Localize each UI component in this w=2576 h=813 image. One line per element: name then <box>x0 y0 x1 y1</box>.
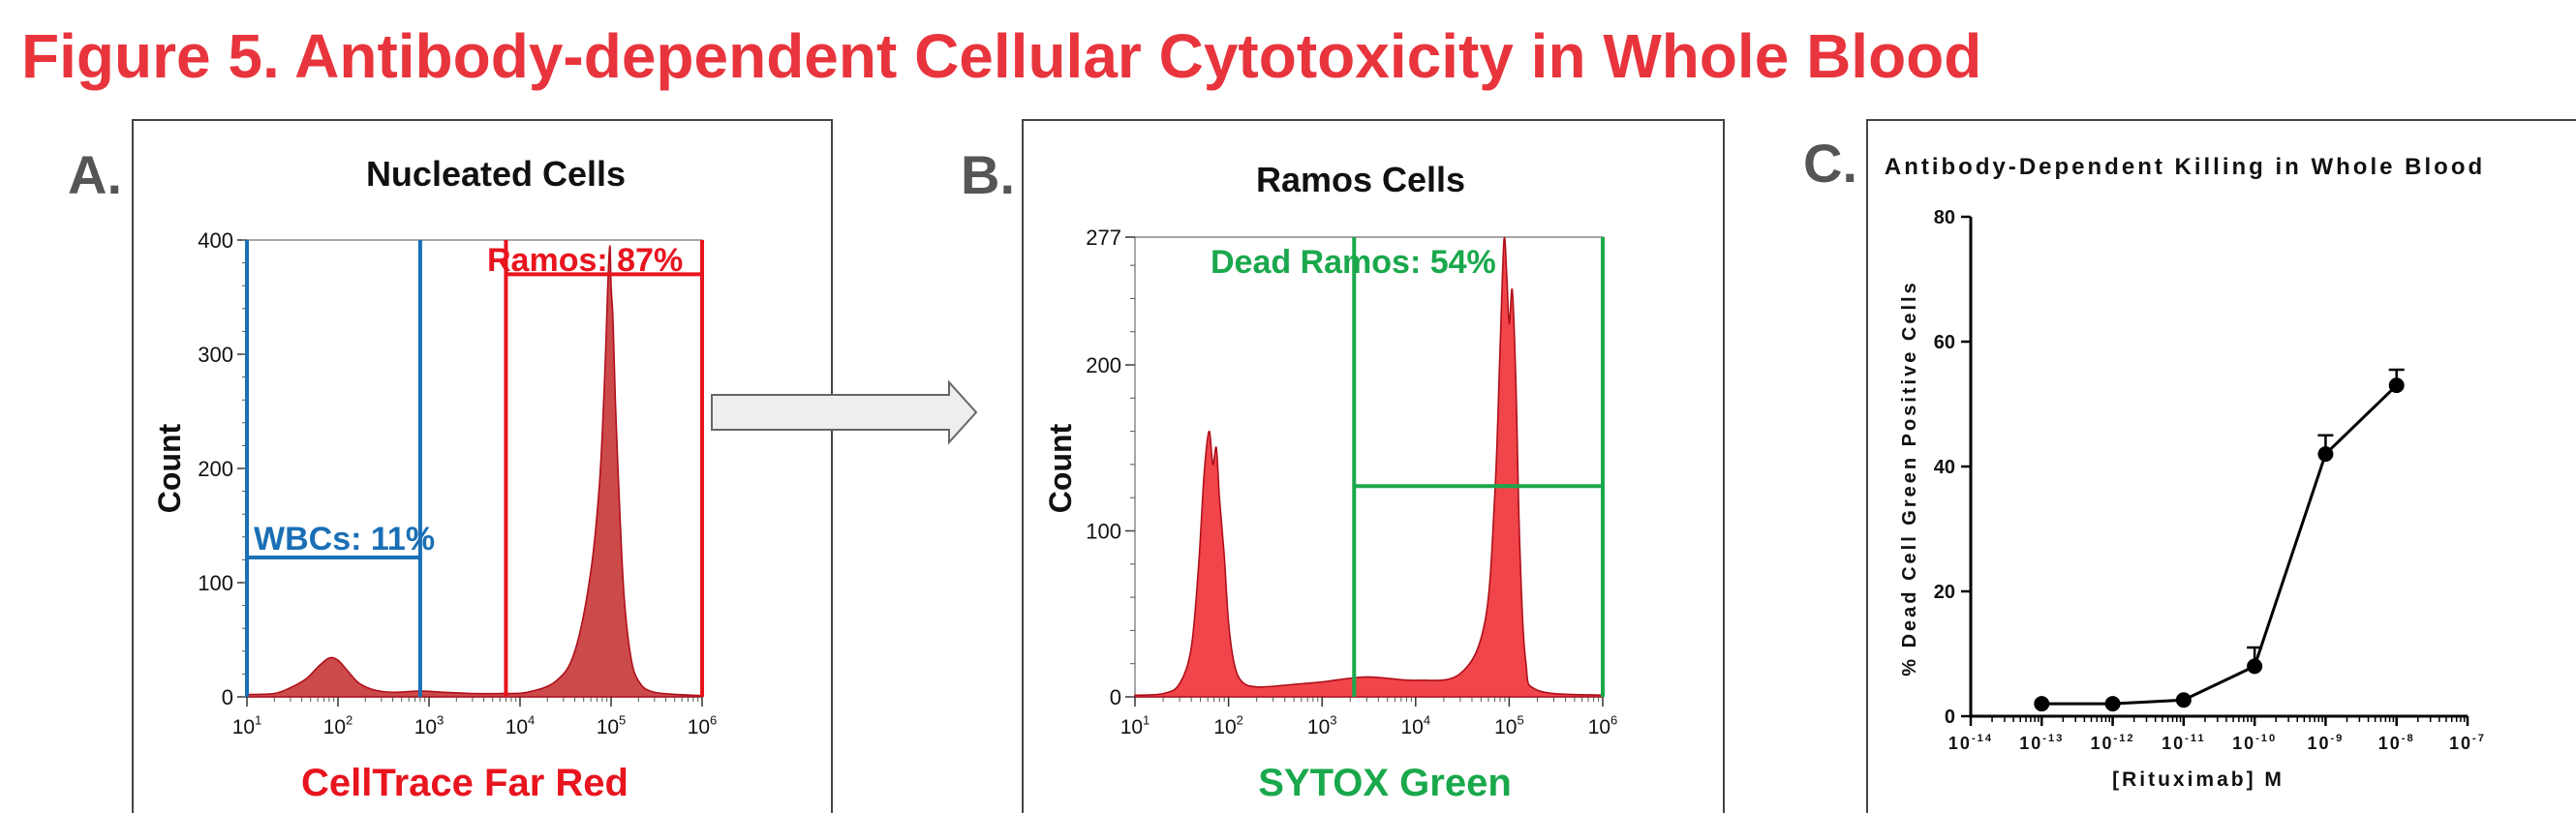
data-point <box>2175 692 2192 708</box>
plot-frame <box>246 239 703 698</box>
y-tick-label: 400 <box>198 228 233 253</box>
data-point <box>2104 696 2121 712</box>
x-tick-label: 104 <box>1400 713 1430 738</box>
data-point <box>2247 658 2263 675</box>
x-axis-label-c: [Rituximab] M <box>2112 768 2285 791</box>
panel-letter-b: B. <box>961 144 1015 205</box>
y-tick-label: 40 <box>1934 457 1955 478</box>
x-tick-label: 10-10 <box>2232 733 2277 753</box>
data-point <box>2388 377 2405 394</box>
plot-area-c: 0 20 40 60 80 10-14 10-13 10-12 10-11 10-10 10-9 10… <box>1934 207 2486 753</box>
panel-a: A. Nucleated Cells Count CellTrace Far R… <box>68 119 833 813</box>
x-tick-label: 102 <box>323 713 353 738</box>
x-tick-label: 10-13 <box>2019 733 2064 753</box>
gate-label: Ramos: 87% <box>487 242 683 279</box>
x-tick-label: 10-14 <box>1948 733 1993 753</box>
flow-arrow <box>711 379 978 445</box>
x-axis-label-b: SYTOX Green <box>1258 762 1512 804</box>
x-tick-label: 10-11 <box>2162 733 2206 753</box>
panel-frame-b <box>1022 119 1725 813</box>
data-point <box>2317 446 2334 463</box>
y-tick-label: 200 <box>198 457 233 481</box>
y-axis-label-a: Count <box>152 423 187 513</box>
x-tick-label: 101 <box>1120 713 1150 738</box>
data-point <box>2034 696 2050 712</box>
y-tick-label: 0 <box>222 685 233 709</box>
panel-title-a: Nucleated Cells <box>366 154 626 194</box>
x-tick-label: 104 <box>506 713 536 738</box>
x-tick-label: 10-12 <box>2090 733 2134 753</box>
y-tick-label: 100 <box>1086 520 1121 544</box>
x-tick-label: 106 <box>688 713 718 738</box>
x-tick-label: 10-9 <box>2307 733 2344 753</box>
y-tick-label: 0 <box>1110 685 1121 709</box>
histogram-area <box>1134 236 1604 698</box>
y-tick-label: 200 <box>1086 353 1121 377</box>
x-tick-label: 102 <box>1213 713 1243 738</box>
panel-letter-a: A. <box>68 144 122 205</box>
panel-title-c: Antibody-Dependent Killing in Whole Bloo… <box>1885 154 2485 180</box>
panel-title-b: Ramos Cells <box>1256 160 1465 199</box>
x-tick-label: 105 <box>1494 713 1524 738</box>
y-axis-label-c: % Dead Cell Green Positive Cells <box>1899 280 1920 676</box>
gate-label: WBCs: 11% <box>254 521 435 557</box>
y-tick-label: 0 <box>1945 707 1955 728</box>
panel-letter-c: C. <box>1803 133 1857 194</box>
plot-area-b: 0 100 200 277 101 102 103 104 105 106 Dead Ramos: … <box>1086 226 1617 738</box>
x-tick-label: 101 <box>232 713 262 738</box>
y-tick-label: 20 <box>1934 582 1955 603</box>
histogram-area <box>246 245 703 698</box>
x-tick-label: 10-7 <box>2449 733 2486 753</box>
y-tick-label: 277 <box>1086 226 1121 250</box>
gate-label: Dead Ramos: 54% <box>1211 244 1496 281</box>
figure-title: Figure 5. Antibody-dependent Cellular Cy… <box>21 21 1981 91</box>
plot-area-a: 0 100 200 300 400 101 102 103 104 105 106 WBCs: 11%… <box>198 228 717 738</box>
series-line <box>2041 384 2398 706</box>
x-tick-label: 103 <box>1307 713 1337 738</box>
x-axis-label-a: CellTrace Far Red <box>301 762 629 804</box>
y-tick-label: 100 <box>198 571 233 595</box>
x-tick-label: 103 <box>414 713 445 738</box>
panel-frame-a <box>132 119 833 813</box>
x-tick-label: 106 <box>1588 713 1618 738</box>
y-tick-label: 300 <box>198 343 233 367</box>
y-tick-label: 80 <box>1934 207 1955 228</box>
panel-frame-c <box>1866 119 2576 813</box>
x-tick-label: 10-8 <box>2378 733 2415 753</box>
panel-b: B. Ramos Cells Count SYTOX Green 0 100 200… <box>961 119 1725 813</box>
y-tick-label: 60 <box>1934 332 1955 353</box>
y-axis-label-b: Count <box>1043 423 1078 513</box>
x-tick-label: 105 <box>597 713 627 738</box>
panel-c: C. Antibody-Dependent Killing in Whole B… <box>1803 119 2576 813</box>
